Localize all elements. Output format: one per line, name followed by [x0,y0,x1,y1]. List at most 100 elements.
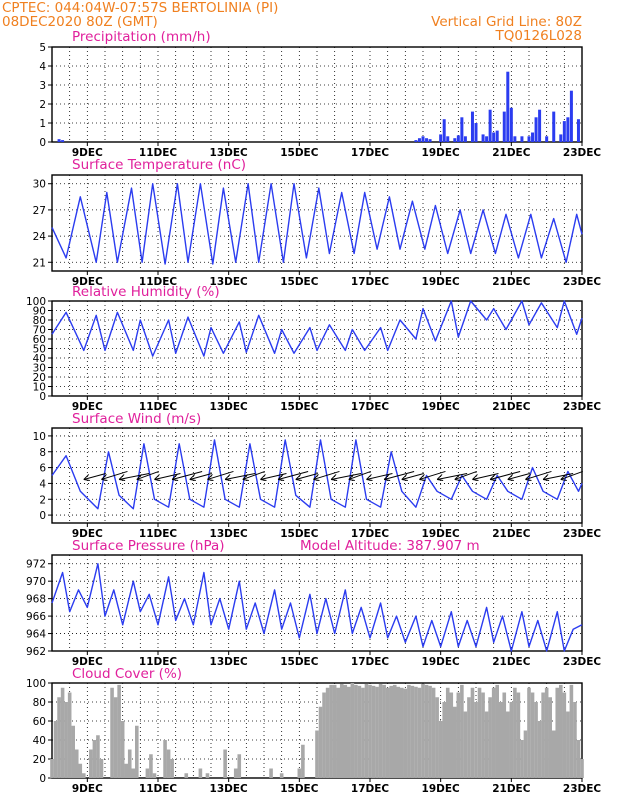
cloud-bar [555,687,560,778]
y-tick-label: 80 [33,315,46,327]
cloud-bar [57,697,61,778]
x-tick-label: 19DEC [422,147,461,159]
cloud-bar [530,692,535,778]
panel-title: Cloud Cover (%) [72,666,182,682]
wind-arrow [136,470,159,480]
wind-arrow-head [383,474,391,481]
y-tick-label: 100 [26,678,46,690]
wind-arrow-head [330,474,338,481]
cloud-bar [382,684,386,778]
x-tick-label: 9DEC [72,276,103,288]
panel-annotation: Model Altitude: 387.907 m [300,538,480,554]
y-tick-label: 40 [33,735,46,747]
y-tick-label: 4 [39,478,46,490]
wind-arrow [472,472,499,480]
wind-arrow [560,470,583,480]
x-tick-label: 17DEC [351,401,390,413]
cloud-bar [438,721,443,778]
y-tick-label: 0 [39,773,46,785]
cloud-bar [400,687,404,778]
cloud-bar [325,687,330,778]
cloud-bar [322,692,326,778]
wind-arrow [172,470,203,480]
precip-bar [470,111,474,142]
wind-arrow-head [171,474,179,481]
x-tick-label: 21DEC [492,528,531,540]
cloud-bar [364,683,369,778]
cloud-bar [385,687,390,778]
wind-arrow-head [207,474,214,481]
wind-arrow [154,472,181,480]
x-tick-label: 21DEC [492,783,531,795]
precip-bar [531,132,535,142]
cloud-bar [361,687,365,778]
precip-bar [442,119,446,142]
x-tick-label: 21DEC [492,656,531,668]
precip-bar [569,90,573,142]
cloud-bar [92,740,97,778]
cloud-bar [60,687,65,778]
cloud-bar [378,683,383,778]
y-tick-label: 0 [39,391,46,403]
x-tick-label: 17DEC [351,147,390,159]
cloud-bar [477,687,482,778]
wind-arrow-head [419,474,426,481]
cloud-bar [509,702,514,778]
y-tick-label: 0 [39,137,46,149]
precip-bar [495,130,499,142]
y-tick-label: 70 [33,325,46,337]
wind-arrow-head [366,474,373,481]
x-tick-label: 19DEC [422,401,461,413]
cloud-bar [428,685,432,778]
cloud-bar [392,684,397,778]
x-tick-label: 23DEC [563,783,602,795]
cloud-bar [551,730,556,778]
cloud-bar [488,697,492,778]
wind-arrow [543,472,574,480]
cloud-bar [269,768,273,778]
wind-arrow-head [260,474,267,481]
wind-arrow [278,470,309,480]
x-tick-label: 23DEC [563,401,602,413]
panel-6: Cloud Cover (%) 0 20 40 60 80 100 9DEC 11DEC 13DE… [26,666,601,795]
x-tick-label: 15DEC [280,783,319,795]
wind-arrow-head [83,474,90,481]
precip-bar [425,138,429,142]
cloud-bar [481,692,485,778]
panel-2: Surface Temperature (nC) 21 24 27 30 9DEC 11DE… [33,157,602,288]
y-tick-label: 0 [39,510,46,522]
x-tick-label: 13DEC [210,783,249,795]
x-tick-label: 21DEC [492,401,531,413]
x-tick-label: 19DEC [422,656,461,668]
cloud-bar [145,768,150,778]
cloud-bar [82,773,86,778]
y-tick-label: 30 [33,179,46,191]
cloud-bar [580,759,584,778]
y-tick-label: 50 [33,344,46,356]
y-tick-label: 30 [33,363,46,375]
wind-arrow [348,470,371,480]
x-tick-label: 17DEC [351,783,390,795]
wind-arrow-head [295,474,302,481]
panel-title: Surface Pressure (hPa) [72,538,225,554]
cloud-bar [544,687,549,778]
y-tick-label: 21 [33,257,46,269]
cloud-bar [445,687,450,778]
x-tick-label: 13DEC [210,528,249,540]
x-tick-label: 15DEC [280,528,319,540]
x-tick-label: 9DEC [72,401,103,413]
y-tick-label: 10 [33,382,46,394]
x-tick-label: 17DEC [351,656,390,668]
cloud-bar [410,685,415,778]
precip-bar [421,136,425,142]
series-line [51,439,583,510]
precip-bar [559,134,563,142]
wind-arrow-head [489,474,497,481]
y-tick-label: 966 [26,611,46,623]
precip-bar [414,140,418,142]
wind-arrow [295,472,318,480]
cloud-bar [279,773,284,778]
precip-bar [562,121,566,142]
y-tick-label: 27 [33,205,46,217]
header-grid-line: Vertical Grid Line: 80Z [431,14,582,30]
